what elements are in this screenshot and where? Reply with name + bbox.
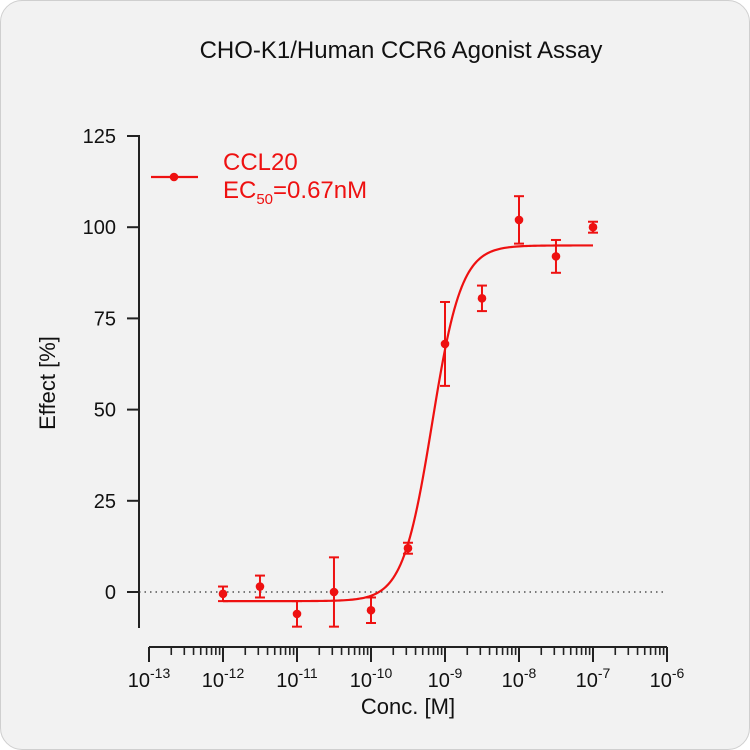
data-marker (588, 222, 598, 232)
x-tick-label-base: 10 (202, 670, 224, 692)
data-marker (551, 252, 561, 261)
x-tick-label-base: 10 (276, 670, 298, 692)
y-tick-label-100: 100 (83, 217, 116, 239)
y-tick-label-125: 125 (83, 126, 116, 148)
x-tick-label: 10-10 (350, 665, 393, 692)
y-tick-label-0: 0 (105, 582, 116, 604)
x-tick-label-base: 10 (128, 670, 150, 692)
x-tick-label: 10-12 (202, 665, 245, 692)
x-tick-label: 10-11 (276, 665, 318, 692)
data-marker (477, 294, 487, 303)
data-point-11 (588, 220, 598, 234)
legend-ec50-value: =0.67nM (273, 177, 367, 204)
x-tick-label-exponent: -7 (598, 665, 611, 681)
x-tick-label-exponent: -9 (450, 665, 463, 681)
data-point-9 (514, 195, 524, 245)
data-point-10 (550, 238, 561, 274)
x-tick-label-exponent: -10 (372, 665, 392, 681)
chart-title: CHO-K1/Human CCR6 Agonist Assay (200, 37, 603, 64)
x-tick-label-exponent: -13 (150, 665, 170, 681)
x-axis-ticks: 10-13 10-12 10-11 10-10 10-9 10-8 10-7 10-6 (128, 647, 685, 692)
x-tick-label-exponent: -6 (672, 665, 685, 681)
data-point-8 (476, 284, 487, 313)
y-axis-label: Effect [%] (35, 336, 60, 430)
x-tick-label-base: 10 (576, 670, 598, 692)
x-tick-label: 10-8 (502, 665, 537, 692)
x-tick-label: 10-7 (576, 665, 611, 692)
legend-ec50-prefix: EC (223, 177, 256, 204)
data-point-4 (328, 556, 339, 628)
data-point-5 (366, 596, 376, 625)
data-marker (403, 543, 413, 553)
x-tick-label-exponent: -12 (224, 665, 244, 681)
data-point-3 (292, 600, 302, 628)
data-marker (366, 605, 376, 615)
y-tick-label-75: 75 (94, 308, 116, 330)
y-tick-label-50: 50 (94, 400, 116, 422)
data-point-2 (254, 574, 265, 599)
x-tick-label-base: 10 (350, 670, 372, 692)
y-axis-ticks: 0 25 50 75 100 125 (83, 126, 139, 604)
data-marker (329, 587, 339, 597)
data-point-6 (402, 541, 413, 555)
y-tick-label-25: 25 (94, 491, 116, 513)
data-marker (514, 215, 524, 225)
data-point-1 (218, 585, 228, 603)
x-tick-label-exponent: -8 (524, 665, 537, 681)
x-tick-label-base: 10 (650, 670, 672, 692)
x-tick-label-base: 10 (502, 670, 524, 692)
legend-ec50: EC50=0.67nM (223, 177, 367, 208)
x-tick-label-base: 10 (428, 670, 450, 692)
data-point-7 (440, 300, 450, 387)
x-tick-label: 10-13 (128, 665, 171, 692)
data-points (218, 195, 598, 628)
data-marker (218, 589, 228, 599)
data-marker (292, 609, 302, 619)
data-marker (255, 582, 265, 591)
x-tick-label-exponent: -11 (299, 665, 318, 681)
legend-series-label: CCL20 (223, 149, 298, 176)
x-tick-label: 10-9 (428, 665, 463, 692)
legend: CCL20 EC50=0.67nM (151, 149, 367, 208)
legend-ec50-subscript: 50 (256, 191, 273, 208)
x-tick-label: 10-6 (650, 665, 685, 692)
x-axis-label: Conc. [M] (361, 694, 455, 719)
legend-marker (169, 172, 179, 182)
data-marker (440, 339, 450, 349)
